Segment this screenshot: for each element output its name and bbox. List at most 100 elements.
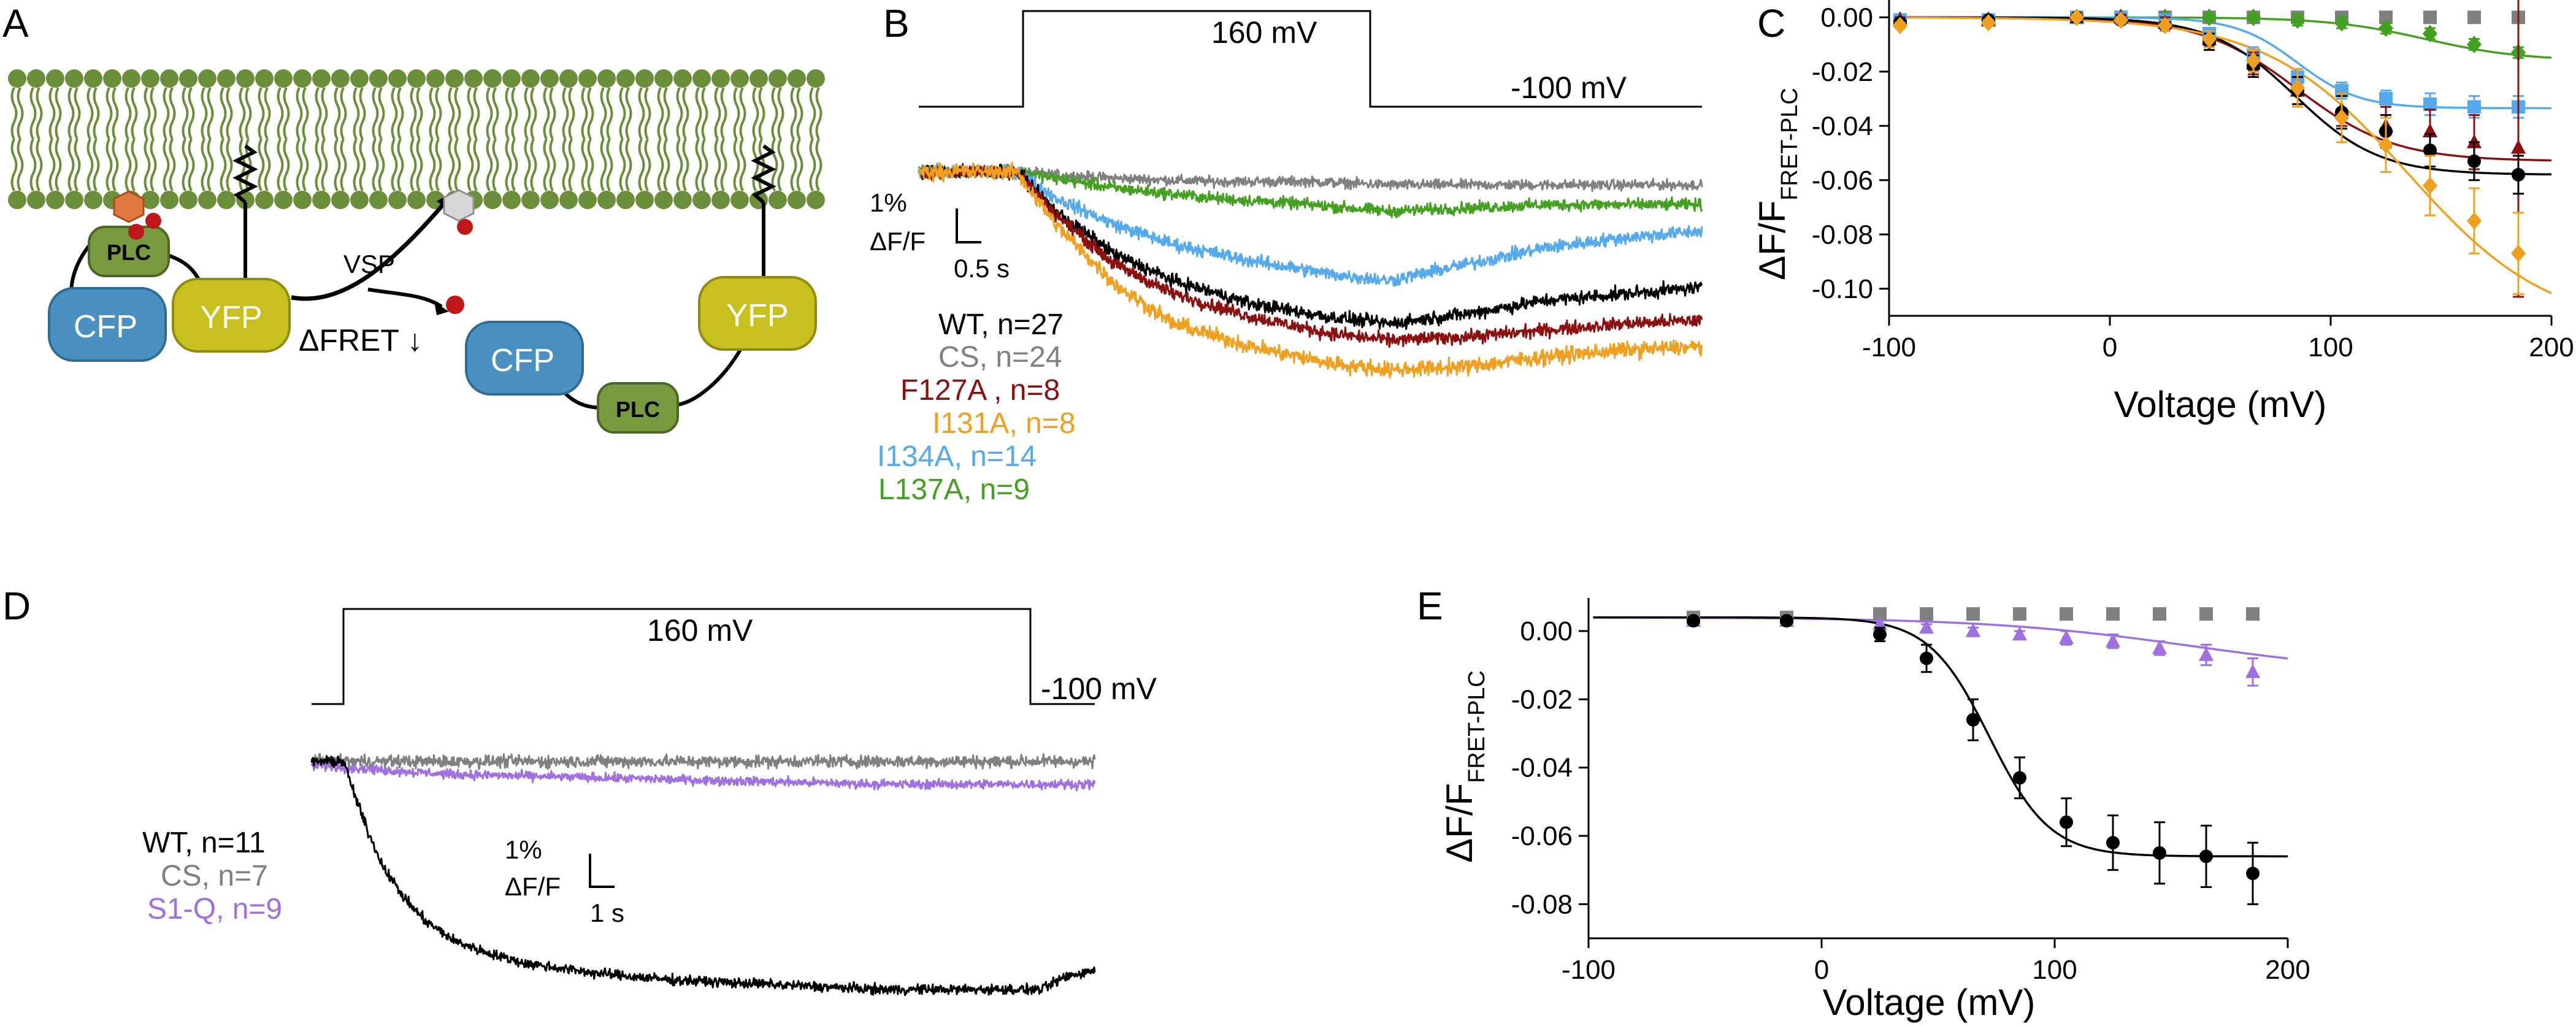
lipid-tail	[334, 87, 341, 140]
lipid-tail	[264, 139, 271, 191]
lipid-tail	[125, 139, 132, 191]
lipid-tail	[486, 87, 493, 140]
lipid-head-top	[46, 69, 64, 88]
y-tick-label: -0.04	[1812, 111, 1873, 141]
lipid-tail	[378, 87, 385, 140]
lipid-tail	[473, 87, 480, 140]
lipid-head-bottom	[331, 191, 350, 209]
panel-letter-a: A	[2, 1, 29, 45]
lipid-tail	[714, 139, 721, 191]
panel-e: -100 0 100 200 0.00 -0.02 -0.04 -0.06 -0.08 Volt…	[1439, 598, 2310, 1023]
data-point-wt	[1780, 614, 1793, 628]
lipid-head-bottom	[293, 191, 312, 209]
data-point-cs	[2153, 607, 2166, 621]
lipid-tail	[169, 87, 176, 140]
legend-d: WT, n=11 CS, n=7 S1-Q, n=9	[142, 827, 282, 925]
lipid-head-top	[141, 69, 159, 88]
lipid-tail	[258, 139, 265, 191]
lipid-tail	[448, 87, 455, 140]
phosphate-3	[457, 219, 473, 235]
data-point-cs	[2467, 10, 2481, 25]
lipid-tail	[93, 139, 100, 191]
fit-line-wt	[1593, 616, 2288, 858]
lipid-tail	[391, 87, 398, 140]
lipid-tail	[771, 87, 778, 140]
panel-letter-b: B	[883, 1, 910, 45]
lipid-tail	[258, 87, 265, 140]
y-axis-title-c-sub: FRET-PLC	[1777, 88, 1803, 201]
lipid-tail	[10, 139, 18, 191]
data-point-cs	[1966, 607, 1980, 621]
lipid-tail	[562, 139, 569, 191]
ticks-c: -100 0 100 200 0.00 -0.02 -0.04 -0.06 -0.08 -0.10	[1812, 2, 2574, 362]
lipid-tail	[682, 87, 689, 140]
lipid-head-top	[426, 69, 445, 88]
ticks-e: -100 0 100 200 0.00 -0.02 -0.04 -0.06 -0.08	[1511, 616, 2310, 985]
data-point-cs	[1920, 607, 1933, 621]
lipid-head-top	[122, 69, 140, 88]
lipid-tail	[86, 87, 94, 140]
lipid-tail	[283, 139, 290, 191]
panel-b: 160 mV -100 mV 1% ΔF/F 0.5 s WT, n=27 CS…	[870, 10, 1703, 506]
lipid-head-bottom	[236, 191, 255, 209]
lipid-tail	[619, 139, 626, 191]
lipid-tail	[530, 139, 537, 191]
lipid-tail	[220, 139, 227, 191]
lipid-tail	[93, 87, 100, 140]
lipid-head-top	[464, 69, 483, 88]
y-tick-label: -0.06	[1812, 166, 1873, 196]
traces-b	[918, 161, 1703, 379]
lipid-tail	[239, 87, 246, 140]
y-tick-label: -0.08	[1511, 889, 1573, 919]
trace-s1-q	[310, 759, 1096, 792]
lipid-tail	[410, 139, 417, 191]
lipid-tail	[682, 139, 689, 191]
legend-d-wt: WT, n=11	[142, 827, 266, 859]
data-point-s1-q	[1919, 619, 1934, 634]
lipid-tail	[353, 139, 360, 191]
data-point-wt	[2060, 815, 2073, 829]
data-point-wt	[2246, 867, 2260, 881]
lipid-tail	[188, 139, 195, 191]
lipid-head-bottom	[769, 191, 787, 209]
lipid-tail	[454, 139, 461, 191]
lipid-head-top	[160, 69, 178, 88]
yfp-domain-left	[172, 278, 291, 353]
data-point-i134a	[2379, 92, 2393, 106]
lipid-tail	[638, 139, 645, 191]
lipid-head-bottom	[654, 191, 673, 209]
schematic: PLC CFP YFP VSP ΔFRET ↓ YFP CFP PLC	[48, 144, 817, 434]
lipid-tail	[695, 87, 702, 140]
lipid-tail	[752, 139, 759, 191]
data-point-i134a	[2423, 97, 2437, 111]
lipid-head-bottom	[426, 191, 445, 209]
step-label-b: 160 mV	[1211, 15, 1317, 50]
lipid-tail	[391, 139, 398, 191]
lipid-tail	[581, 87, 588, 140]
lipid-head-bottom	[84, 191, 102, 209]
lipid-head-bottom	[198, 191, 217, 209]
lipid-tail	[105, 87, 113, 140]
data-point-wt	[1966, 713, 1980, 727]
lipid-tail	[67, 139, 75, 191]
y-tick-label: 0.00	[1520, 616, 1573, 646]
lipid-tail	[720, 87, 727, 140]
lipid-head-top	[769, 69, 787, 88]
scale-y-d: 1%	[505, 835, 542, 864]
lipid-tail	[340, 87, 347, 140]
lipid-tail	[55, 87, 62, 140]
trace-cs	[310, 752, 1096, 771]
vsp-arrow	[291, 197, 450, 301]
lipid-head-bottom	[711, 191, 730, 209]
lipid-tail	[372, 139, 379, 191]
x-axis-title-e: Voltage (mV)	[1823, 982, 2036, 1023]
lipid-head-top	[559, 69, 578, 88]
lipid-tail	[549, 87, 556, 140]
data-point-i131a	[2069, 8, 2085, 26]
data-point-wt	[2013, 771, 2026, 785]
lipid-tail	[543, 139, 550, 191]
lipid-tail	[448, 139, 455, 191]
lipid-tail	[201, 139, 208, 191]
y-tick-label: -0.08	[1812, 220, 1873, 250]
lipid-tail	[777, 87, 784, 140]
